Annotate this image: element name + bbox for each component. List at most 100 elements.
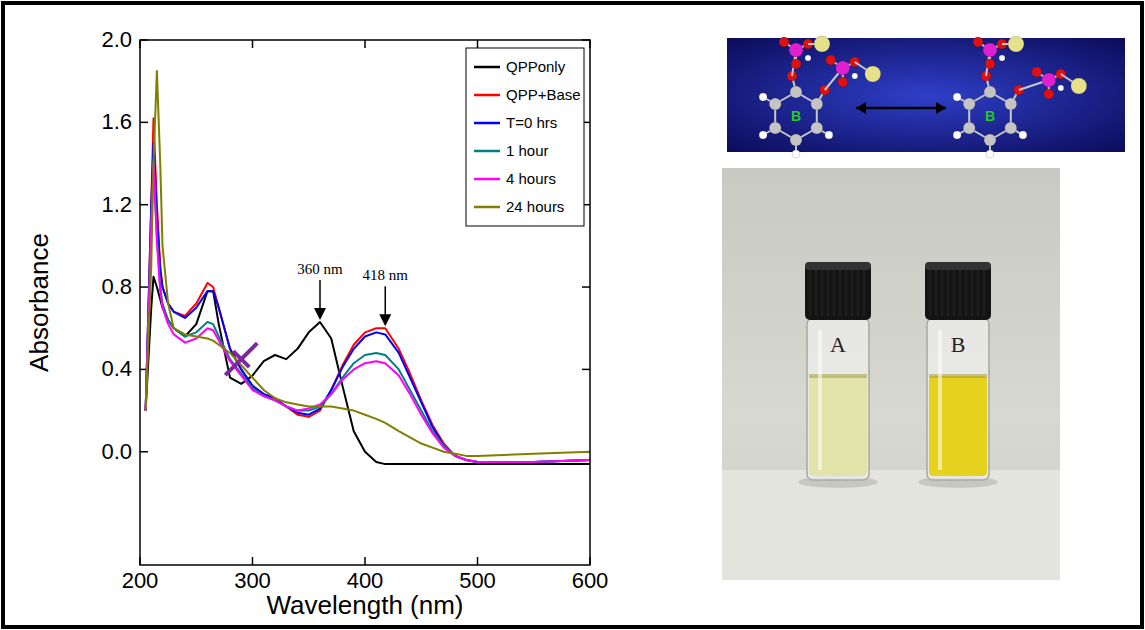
atom xyxy=(826,55,836,65)
vial-label: B xyxy=(951,332,966,357)
cap-ridge xyxy=(858,270,859,316)
meniscus xyxy=(809,374,867,378)
cap-ridge xyxy=(942,270,943,316)
cap-top xyxy=(925,262,991,270)
atom xyxy=(759,131,767,139)
arrow-head xyxy=(856,102,866,114)
arrow-head xyxy=(936,102,946,114)
atom xyxy=(973,37,983,47)
table-surface xyxy=(722,470,1060,580)
atom xyxy=(999,55,1005,61)
vial-liquid xyxy=(929,376,987,476)
annotation-label: 360 nm xyxy=(297,261,343,277)
legend-swatch xyxy=(474,206,500,209)
y-tick-label: 1.2 xyxy=(101,192,132,217)
vial-cap xyxy=(925,262,991,320)
atom xyxy=(779,37,789,47)
outer-frame xyxy=(3,3,1142,627)
figure: 2003004005006000.00.40.81.21.62.0Wavelen… xyxy=(0,0,1145,630)
atom xyxy=(1032,67,1042,77)
x-tick-label: 300 xyxy=(234,568,271,593)
atom xyxy=(825,131,833,139)
legend-label: QPPonly xyxy=(506,58,566,75)
cap-ridge xyxy=(972,270,973,316)
atom xyxy=(1005,98,1017,110)
atom xyxy=(1071,78,1087,94)
y-tick xyxy=(140,204,148,206)
cap-ridge xyxy=(810,270,811,316)
y-axis-title: Absorbance xyxy=(24,233,54,372)
cap-ridge xyxy=(954,270,955,316)
atom xyxy=(1042,73,1056,87)
x-tick-top xyxy=(477,40,479,48)
vial-liquid xyxy=(809,376,867,476)
meniscus xyxy=(929,374,987,378)
x-tick-label: 500 xyxy=(459,568,496,593)
cap-ridge xyxy=(834,270,835,316)
atom xyxy=(789,43,803,57)
x-axis-title: Wavelength (nm) xyxy=(267,590,464,620)
atom xyxy=(986,150,994,158)
atom xyxy=(811,98,823,110)
legend-swatch xyxy=(474,178,500,181)
atom xyxy=(963,122,975,134)
cap-top xyxy=(805,262,871,270)
plot-lines xyxy=(146,71,590,464)
atom xyxy=(852,73,858,79)
legend-label: T=0 hrs xyxy=(506,114,557,131)
legend-swatch xyxy=(474,122,500,125)
atom xyxy=(984,134,996,146)
cap-ridge xyxy=(840,270,841,316)
legend-swatch xyxy=(474,150,500,153)
photo-panel: AB xyxy=(722,168,1060,580)
atom xyxy=(769,122,781,134)
structure-panel: BB xyxy=(727,36,1125,158)
atom xyxy=(963,98,975,110)
x-tick-top xyxy=(364,40,366,48)
spectrum-line xyxy=(146,118,590,462)
annotations: 360 nm 418 nm xyxy=(297,261,408,326)
atom xyxy=(953,93,961,101)
marker-stroke xyxy=(233,351,249,367)
atom xyxy=(836,61,850,75)
annotation-label: 418 nm xyxy=(363,267,409,283)
arrow-head xyxy=(314,308,326,320)
isosbestic-marker xyxy=(225,343,257,375)
atom xyxy=(769,98,781,110)
x-tick xyxy=(477,557,479,565)
vial-glass xyxy=(807,318,869,480)
marker-stroke xyxy=(225,343,257,375)
legend-swatch xyxy=(474,94,500,97)
atom xyxy=(792,150,800,158)
arrow-head xyxy=(379,314,391,326)
y-tick-label: 2.0 xyxy=(101,27,132,52)
structure-background xyxy=(727,38,1125,152)
y-tick xyxy=(140,122,148,124)
legend-box xyxy=(466,48,584,226)
legend-label: 1 hour xyxy=(506,142,549,159)
cap-ridge xyxy=(984,270,985,316)
y-tick-label: 0.8 xyxy=(101,274,132,299)
ring-label: B xyxy=(791,108,801,124)
atom xyxy=(805,55,811,61)
equilibrium-arrow xyxy=(856,102,946,114)
atom xyxy=(790,86,802,98)
atom xyxy=(1019,131,1027,139)
atom xyxy=(791,59,801,69)
photo-background xyxy=(722,168,1060,580)
cap-ridge xyxy=(816,270,817,316)
cap-ridge xyxy=(828,270,829,316)
cap-ridge xyxy=(966,270,967,316)
atom xyxy=(985,59,995,69)
atom xyxy=(865,66,881,82)
y-tick xyxy=(140,451,148,453)
cap-ridge xyxy=(852,270,853,316)
cap-ridge xyxy=(978,270,979,316)
molecule: B xyxy=(953,36,1087,158)
ring-label: B xyxy=(985,108,995,124)
y-tick-right xyxy=(582,369,590,371)
atom xyxy=(1008,36,1024,52)
atom xyxy=(1044,89,1054,99)
cap-ridge xyxy=(864,270,865,316)
page: {"chart_data": { "type": "line", "x_labe… xyxy=(0,0,1145,630)
